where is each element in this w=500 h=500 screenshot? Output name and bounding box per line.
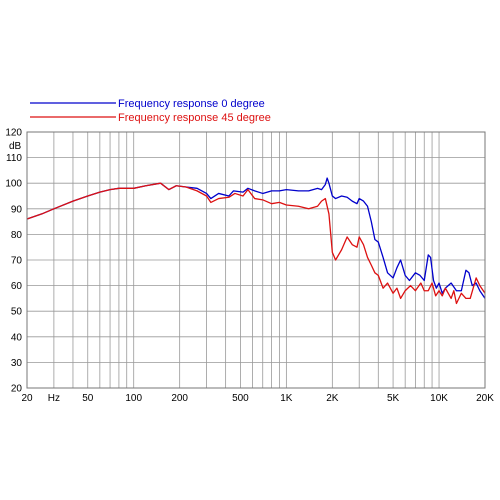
y-tick-label: 70 [11,256,23,267]
y-tick-label: 40 [11,332,23,343]
y-tick-labels: 20 30 40 50 60 70 80 90 100 110 120 [5,128,22,395]
plot-frame [26,131,486,389]
y-tick-label: 50 [11,307,23,318]
x-tick-label: 1K [280,393,293,404]
y-tick-label: 80 [11,230,23,241]
y-tick-label: 60 [11,281,23,292]
x-tick-labels: 20 50 100 200 500 1K 2K 5K 10K 20K Hz [21,393,494,404]
x-tick-label: 500 [232,393,249,404]
x-tick-label: 10K [430,393,448,404]
y-tick-label: 120 [5,128,22,139]
series-line-1 [26,182,486,305]
x-tick-label: 50 [82,393,94,404]
y-tick-label: 30 [11,358,23,369]
y-tick-label: 20 [11,384,23,395]
x-tick-label: 100 [125,393,142,404]
x-tick-label: 2K [326,393,339,404]
x-tick-label: 5K [387,393,400,404]
legend: Frequency response 0 degree Frequency res… [30,98,271,124]
y-axis-unit-label: dB [9,141,22,152]
series-lines [26,177,486,305]
y-tick-label: 100 [5,179,22,190]
y-tick-label: 90 [11,204,23,215]
y-tick-label: 110 [6,153,22,164]
x-tick-label: 20 [21,393,33,404]
x-tick-label: 20K [476,393,494,404]
legend-label-1: Frequency response 45 degree [118,112,271,124]
x-tick-label: 200 [171,393,188,404]
legend-label-0: Frequency response 0 degree [118,98,265,110]
x-axis-unit-label: Hz [48,393,60,404]
